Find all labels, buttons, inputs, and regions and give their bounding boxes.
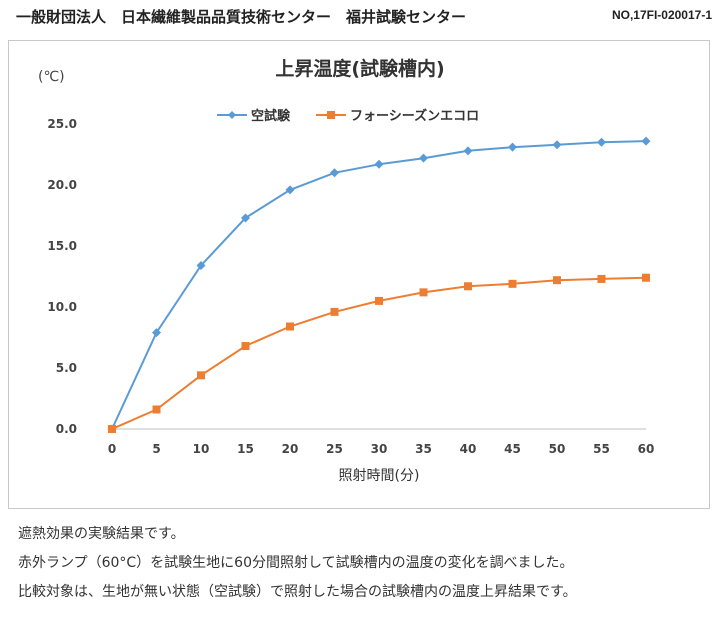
y-axis-unit-label: (℃) xyxy=(38,69,65,85)
data-point-series-0 xyxy=(285,185,295,195)
y-tick-label: 15.0 xyxy=(47,239,77,253)
data-point-series-1 xyxy=(553,276,561,285)
x-tick-label: 25 xyxy=(326,442,343,456)
data-point-series-1 xyxy=(642,273,650,282)
data-point-series-0 xyxy=(241,213,250,223)
y-tick-label: 10.0 xyxy=(47,300,77,314)
x-tick-label: 45 xyxy=(504,442,521,456)
x-tick-label: 0 xyxy=(108,442,116,456)
data-point-series-1 xyxy=(597,274,606,283)
data-point-series-0 xyxy=(196,261,206,271)
data-point-series-0 xyxy=(552,140,562,150)
chart-area: 上昇温度(試験槽内) (℃) 空試験 フォーシーズンエコロ 0.0 5.0 10.0 15.0… xyxy=(8,40,710,509)
x-tick-label: 20 xyxy=(282,442,299,456)
legend-marker-0 xyxy=(228,111,236,119)
caption-line-1: 遮熱効果の実験結果です。 xyxy=(18,526,185,542)
x-tick-label: 30 xyxy=(371,442,388,456)
data-point-series-1 xyxy=(286,322,294,331)
legend-label-0: 空試験 xyxy=(251,108,291,124)
report-header: 一般財団法人 日本繊維製品品質技術センター 福井試験センター NO,17FI-0… xyxy=(0,4,720,30)
x-axis-title: 照射時間(分) xyxy=(339,468,420,484)
organization-name: 一般財団法人 日本繊維製品品質技術センター 福井試験センター xyxy=(16,8,467,26)
caption-line-2: 赤外ランプ（60°C）を試験生地に60分間照射して試験槽内の温度の変化を調べまし… xyxy=(18,555,574,571)
temperature-line-chart: 上昇温度(試験槽内) (℃) 空試験 フォーシーズンエコロ 0.0 5.0 10.0 15.0… xyxy=(38,57,655,484)
data-point-series-1 xyxy=(419,288,428,297)
data-point-series-1 xyxy=(464,282,472,291)
data-point-series-0 xyxy=(508,142,517,152)
data-point-series-0 xyxy=(152,328,161,338)
data-point-series-0 xyxy=(374,159,384,169)
series-line-0 xyxy=(111,140,647,430)
x-tick-label: 60 xyxy=(638,442,655,456)
x-tick-label: 35 xyxy=(415,442,432,456)
data-point-series-1 xyxy=(241,342,250,351)
x-tick-label: 50 xyxy=(549,442,566,456)
x-tick-label: 5 xyxy=(152,442,160,456)
data-point-series-1 xyxy=(375,296,383,305)
data-point-series-0 xyxy=(419,153,428,163)
chart-caption: 遮熱効果の実験結果です。 赤外ランプ（60°C）を試験生地に60分間照射して試験… xyxy=(18,520,708,607)
data-point-series-1 xyxy=(152,405,161,414)
y-tick-label: 25.0 xyxy=(47,117,77,131)
data-point-series-1 xyxy=(197,371,205,380)
caption-line-3: 比較対象は、生地が無い状態（空試験）で照射した場合の試験槽内の温度上昇結果です。 xyxy=(18,584,577,600)
legend-marker-1 xyxy=(327,111,336,119)
data-point-series-0 xyxy=(641,136,651,146)
y-tick-label: 20.0 xyxy=(47,178,77,192)
x-tick-label: 55 xyxy=(593,442,610,456)
data-point-series-0 xyxy=(330,168,339,178)
data-point-series-1 xyxy=(330,307,339,316)
chart-title: 上昇温度(試験槽内) xyxy=(275,57,444,80)
x-tick-label: 10 xyxy=(193,442,210,456)
document-number: NO,17FI-020017-1 xyxy=(611,8,712,22)
data-point-series-0 xyxy=(597,137,606,147)
y-tick-label: 5.0 xyxy=(56,361,77,375)
data-point-series-1 xyxy=(108,425,116,433)
x-tick-label: 40 xyxy=(460,442,477,456)
data-point-series-1 xyxy=(508,279,517,288)
legend-label-1: フォーシーズンエコロ xyxy=(350,108,479,124)
y-tick-label: 0.0 xyxy=(56,422,77,436)
x-tick-label: 15 xyxy=(237,442,254,456)
data-point-series-0 xyxy=(463,146,473,156)
